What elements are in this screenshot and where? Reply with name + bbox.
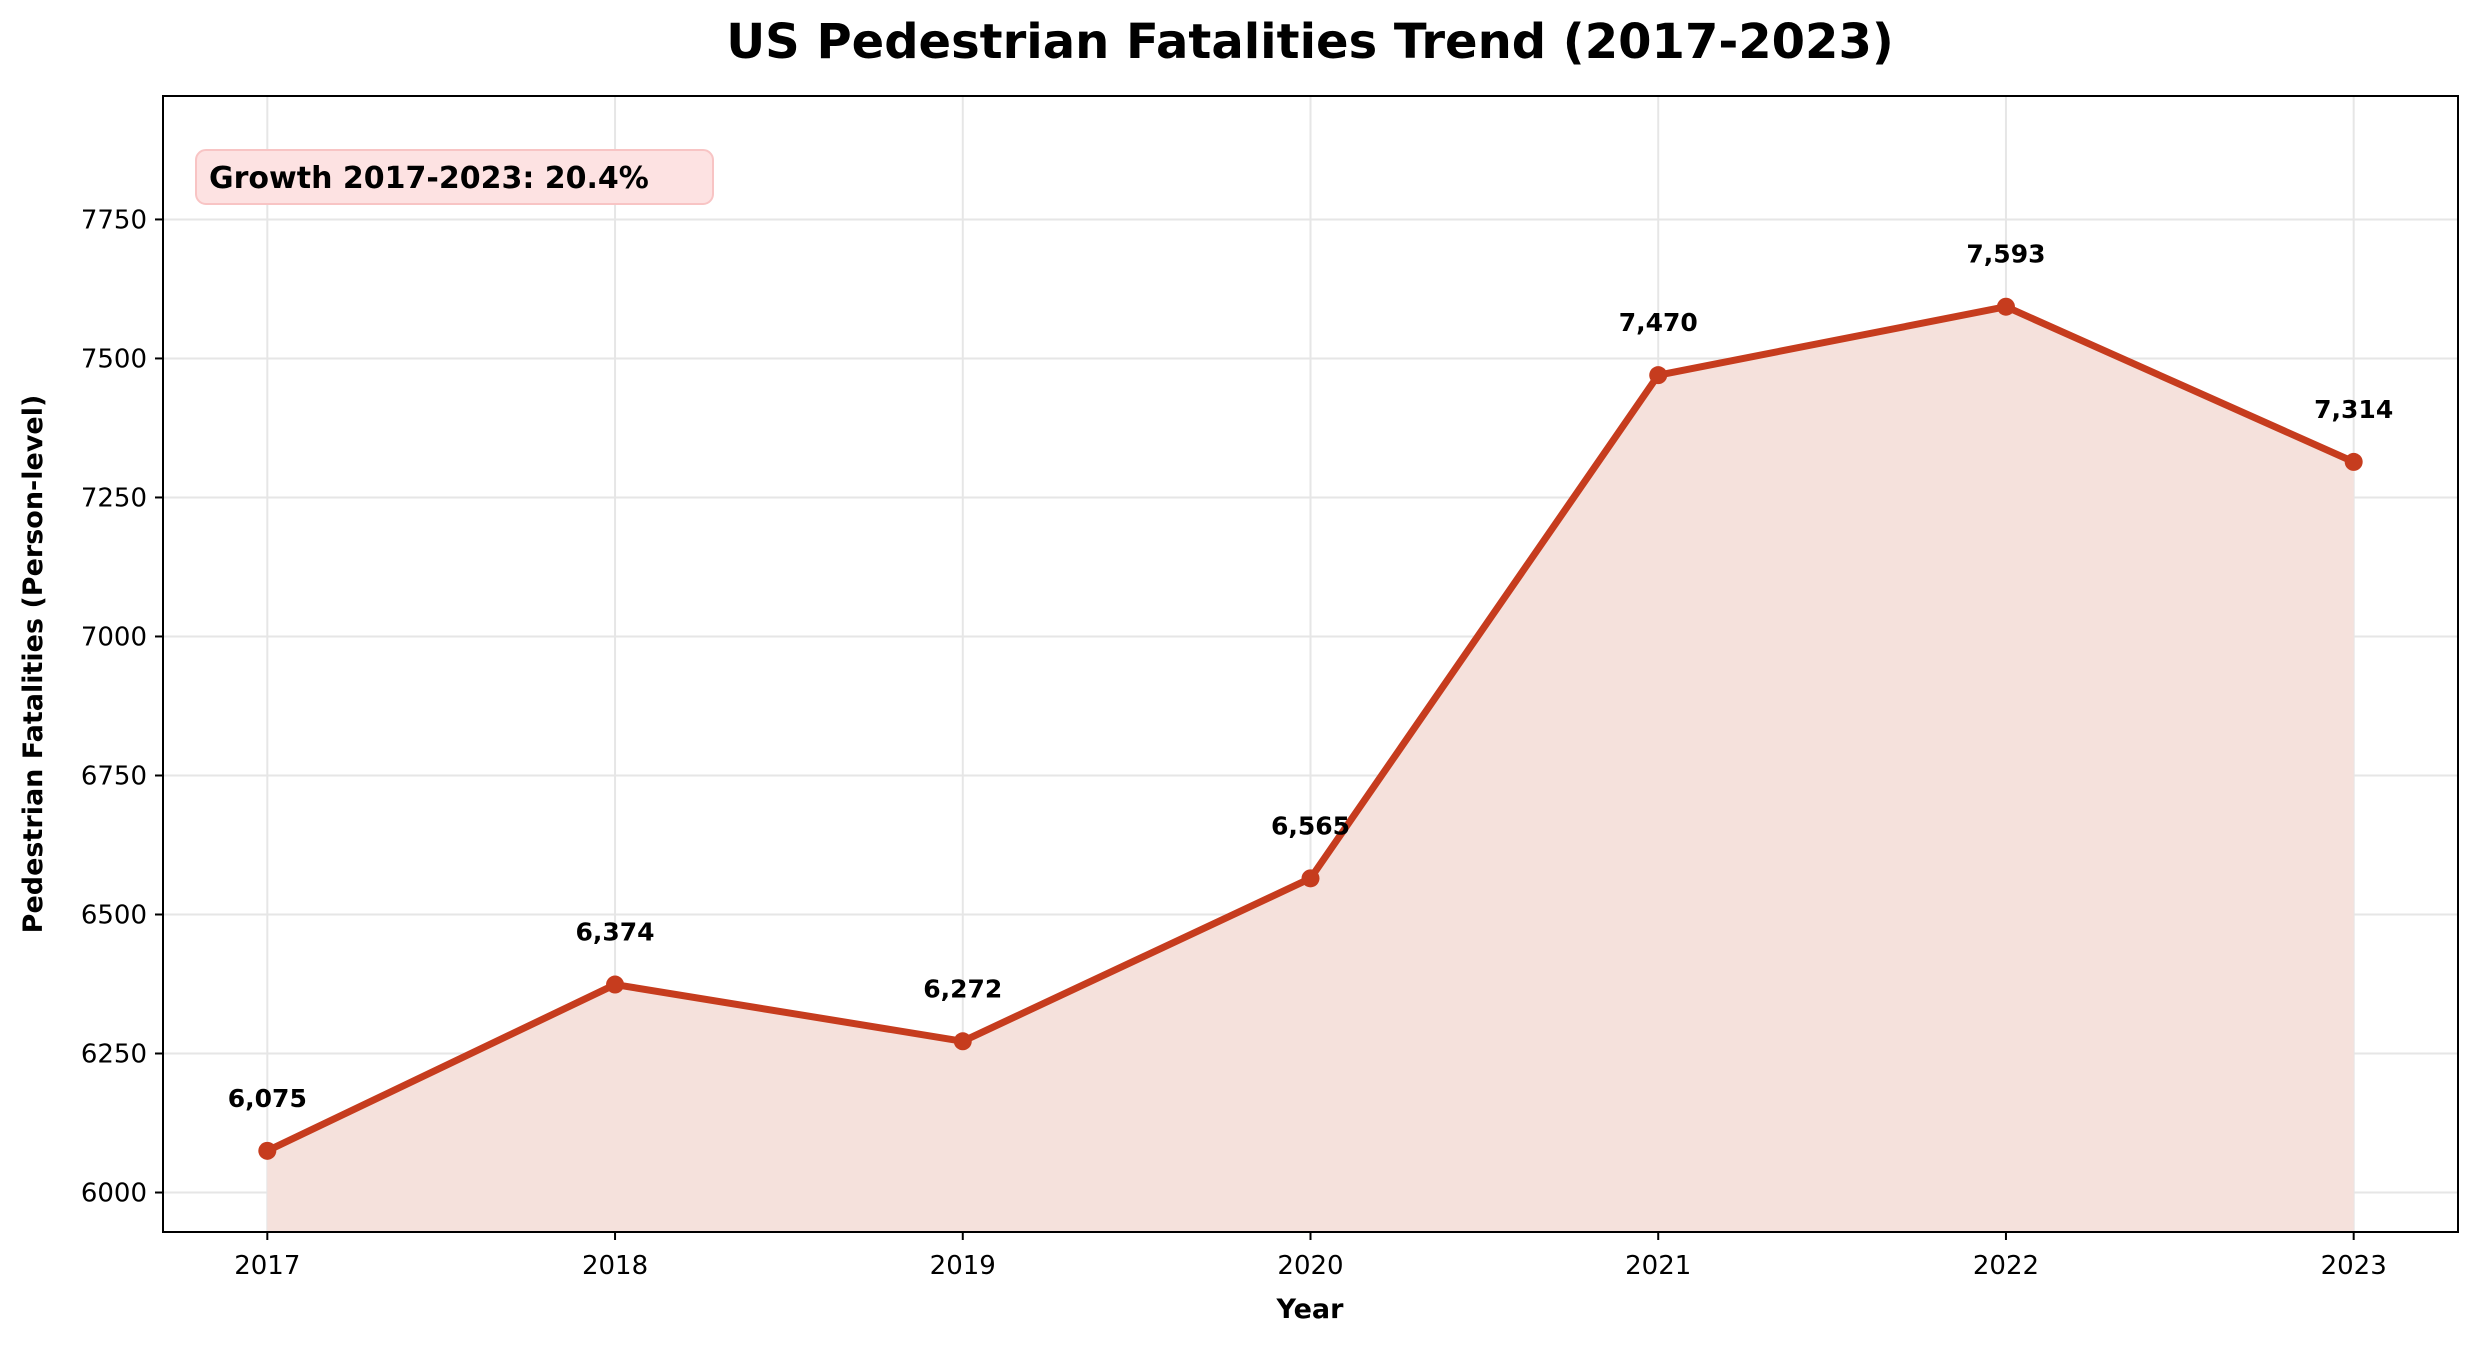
data-label: 6,075 bbox=[228, 1084, 307, 1113]
series: 6,075 6,374 6,272 6,565 7,470 7,593 7,314 bbox=[228, 240, 2393, 1160]
data-point bbox=[1996, 297, 2015, 316]
growth-annotation: Growth 2017-2023: 20.4% bbox=[195, 149, 714, 205]
annotation-box bbox=[195, 149, 714, 205]
annotation-text: Growth 2017-2023: 20.4% bbox=[209, 161, 649, 196]
ticks: 2017 2018 2019 2020 2021 2022 2023 6000 6250 6500… bbox=[81, 205, 2387, 1281]
data-point bbox=[953, 1032, 972, 1051]
x-axis-label: Year bbox=[1276, 1294, 1345, 1325]
data-label: 6,272 bbox=[923, 974, 1002, 1003]
chart-title: US Pedestrian Fatalities Trend (2017-202… bbox=[726, 14, 1894, 70]
y-axis-label: Pedestrian Fatalities (Person-level) bbox=[18, 395, 49, 934]
data-label: 7,470 bbox=[1619, 308, 1698, 337]
data-point bbox=[2344, 452, 2363, 471]
y-tick-label: 7000 bbox=[81, 622, 147, 652]
area-fill bbox=[267, 306, 2354, 1232]
x-tick-label: 2018 bbox=[582, 1251, 648, 1281]
y-tick-label: 6750 bbox=[81, 761, 147, 791]
data-label: 6,374 bbox=[576, 918, 655, 947]
data-point bbox=[1649, 366, 1668, 385]
x-tick-label: 2019 bbox=[930, 1251, 996, 1281]
x-tick-label: 2020 bbox=[1277, 1251, 1343, 1281]
y-tick-label: 6500 bbox=[81, 900, 147, 930]
y-tick-label: 6000 bbox=[81, 1179, 147, 1209]
y-tick-label: 7750 bbox=[81, 205, 147, 235]
data-label: 7,314 bbox=[2314, 395, 2393, 424]
data-point bbox=[606, 975, 625, 994]
x-tick-label: 2017 bbox=[234, 1251, 300, 1281]
y-tick-label: 7250 bbox=[81, 483, 147, 513]
data-label: 6,565 bbox=[1271, 811, 1350, 840]
data-point bbox=[258, 1141, 277, 1160]
x-tick-label: 2021 bbox=[1625, 1251, 1691, 1281]
y-tick-label: 7500 bbox=[81, 344, 147, 374]
data-label: 7,593 bbox=[1966, 240, 2045, 269]
y-tick-label: 6250 bbox=[81, 1040, 147, 1070]
data-point bbox=[1301, 869, 1320, 888]
x-tick-label: 2022 bbox=[1973, 1251, 2039, 1281]
area-polygon bbox=[267, 306, 2354, 1232]
x-tick-label: 2023 bbox=[2321, 1251, 2387, 1281]
